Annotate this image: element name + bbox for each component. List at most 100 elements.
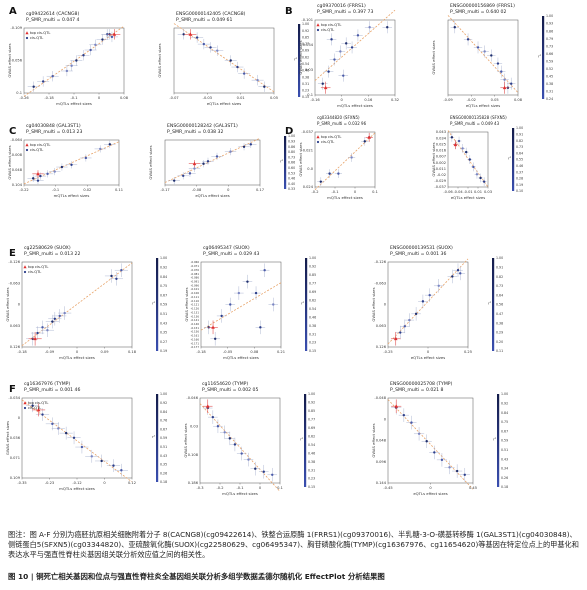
- x-tick-label: -0.01: [463, 190, 472, 194]
- data-point: [94, 43, 97, 46]
- colorbar-tick-label: 0.91: [496, 266, 503, 270]
- data-point: [327, 70, 330, 73]
- data-point: [356, 34, 360, 37]
- data-point: [403, 325, 406, 328]
- x-tick-label: -0.18: [17, 350, 27, 354]
- x-tick-label: -0.06: [443, 190, 453, 194]
- data-point: [254, 291, 258, 295]
- x-tick-label: 0.05: [491, 98, 499, 102]
- x-tick-label: 0.1: [277, 486, 283, 490]
- chart-panel: cg06495347 (SUOX)P_SMR_multi = 0.029 43-…: [184, 245, 316, 360]
- chart-panel: ENSG00000139531 (SUOX)P_SMR_multi = 0.00…: [371, 245, 503, 360]
- chart-panel: cg03344820 (SFXN5)P_SMR_multi = 0.032 96…: [298, 115, 378, 200]
- x-tick-label: -0.45: [383, 486, 392, 490]
- chart-panel: ENSG00000142405 (CACNG8)P_SMR_multi = 0.…: [157, 11, 309, 106]
- chart-title: cg09422614 (CACNG8): [26, 11, 79, 17]
- colorbar-tick-label: 0.23: [309, 341, 316, 345]
- y-tick-label: -0.161: [191, 334, 200, 338]
- colorbar-tick-label: 0.46: [302, 69, 309, 73]
- chart-subtitle: P_SMR_multi = 0.001 46: [24, 387, 80, 393]
- colorbar-tick-label: 0.52: [546, 67, 553, 71]
- colorbar-tick-label: 0.19: [160, 349, 167, 353]
- y-tick-label: 0.071: [10, 456, 20, 460]
- x-tick-label: -0.35: [17, 481, 26, 485]
- legend-label: top cis-QTL: [30, 31, 50, 35]
- chart-subtitle: P_SMR_multi = 0.013 22: [24, 251, 80, 257]
- colorbar-tick-label: 0.62: [309, 298, 316, 302]
- x-tick-label: -0.1: [331, 190, 338, 194]
- colorbar-tick-label: 0.51: [160, 445, 167, 449]
- top-cis-qtl-point: [192, 161, 197, 166]
- data-point: [254, 467, 257, 470]
- x-axis-label: mQTLs effect sizes: [56, 101, 92, 106]
- data-point: [342, 74, 345, 77]
- colorbar-tick-label: 0.85: [308, 409, 315, 413]
- x-tick-label: 0.17: [256, 188, 264, 192]
- data-point: [51, 75, 54, 78]
- chart-title: ENSG00000128242 (GAL3ST1): [167, 123, 238, 129]
- data-point: [256, 78, 259, 82]
- data-point: [70, 163, 73, 166]
- data-point: [53, 317, 57, 320]
- data-point: [101, 38, 104, 41]
- colorbar: [298, 24, 301, 97]
- chart-subtitle: P_SMR_multi = 0.013 23: [26, 129, 82, 135]
- x-tick-label: -0.1: [70, 96, 77, 100]
- regression-line: [387, 399, 474, 490]
- data-point: [80, 445, 84, 449]
- colorbar-tick-label: 1.00: [288, 134, 295, 138]
- data-point: [271, 473, 274, 476]
- colorbar-label: r²: [508, 157, 511, 161]
- y-tick-label: 0.144: [376, 481, 387, 485]
- data-point: [229, 59, 232, 62]
- colorbar-tick-label: 0.26: [501, 476, 508, 480]
- colorbar-tick-label: 0.84: [160, 275, 167, 279]
- top-cis-qtl-point: [188, 32, 193, 36]
- colorbar-tick-label: 0.29: [496, 331, 503, 335]
- chart-subtitle: P_SMR_multi = 0.049 61: [176, 17, 232, 23]
- legend-marker-top: [25, 31, 29, 35]
- data-point: [182, 174, 185, 178]
- colorbar: [156, 394, 159, 482]
- colorbar-tick-label: 1.00: [501, 392, 508, 396]
- data-point: [220, 314, 223, 318]
- colorbar-tick-label: 0.84: [160, 410, 167, 414]
- y-tick-label: -0.156: [191, 330, 200, 334]
- colorbar-tick-label: 0.69: [309, 290, 316, 294]
- x-tick-label: 0.01: [474, 190, 482, 194]
- data-point: [58, 314, 61, 318]
- plot-frame: [387, 261, 469, 348]
- chart-panel: cg11654620 (TYMP)P_SMR_multi = 0.002 05-…: [183, 381, 315, 496]
- data-point: [46, 329, 49, 332]
- data-point: [120, 469, 123, 472]
- data-point: [417, 432, 421, 435]
- regression-line: [199, 403, 281, 492]
- y-tick-label: 0.126: [376, 345, 387, 349]
- data-point: [110, 35, 114, 39]
- colorbar-tick-label: 0.77: [309, 282, 316, 286]
- top-cis-qtl-point: [453, 142, 458, 147]
- colorbar-tick-label: 0.38: [496, 321, 503, 325]
- x-tick-label: -0.18: [196, 350, 206, 354]
- colorbar-tick-label: 0.38: [546, 82, 553, 86]
- y-tick-label: -0.071: [191, 264, 200, 268]
- y-tick-label: 0.036: [10, 436, 21, 440]
- regression-line: [21, 399, 133, 483]
- y-tick-label: -0.151: [191, 326, 200, 330]
- data-point: [479, 176, 482, 180]
- data-point: [246, 280, 249, 283]
- plot-frame: [21, 261, 133, 348]
- legend-marker-cis: [25, 36, 29, 40]
- colorbar-tick-label: 0.80: [288, 150, 295, 154]
- colorbar-tick-label: 0.54: [308, 443, 315, 447]
- data-point: [236, 65, 239, 69]
- y-axis-label: GWAS effect sizes: [7, 43, 12, 77]
- y-tick-label: -0.111: [191, 295, 200, 299]
- colorbar-tick-label: 0.55: [516, 158, 523, 162]
- data-point: [65, 69, 69, 73]
- data-point: [259, 326, 262, 329]
- chart-panel: cg22580629 (SUOX)P_SMR_multi = 0.013 22-…: [5, 245, 167, 360]
- data-point: [240, 452, 243, 455]
- plot-frame: [173, 27, 275, 94]
- chart-title: ENSG00000156869 (FRRS1): [450, 3, 515, 9]
